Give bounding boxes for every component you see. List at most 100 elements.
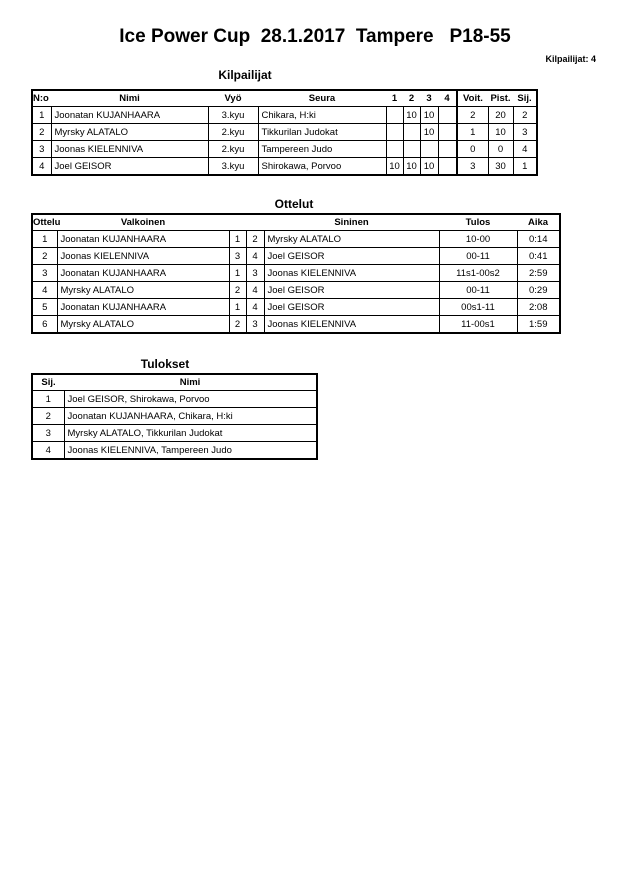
table-cell: 3 (31, 424, 65, 442)
table-cell: Joonas KIELENNIVA, Tampereen Judo (63, 441, 318, 460)
table-cell (437, 157, 458, 176)
table-cell: 10 (402, 106, 421, 124)
table-cell: Joonatan KUJANHAARA (56, 264, 230, 282)
column-header: Vyö (224, 93, 242, 104)
table-cell: 3 (245, 264, 265, 282)
table-cell: 4 (245, 247, 265, 265)
table-cell: 1 (456, 123, 489, 141)
table-cell: 1:59 (516, 315, 561, 334)
table-cell: 10 (419, 106, 439, 124)
table-cell: Joonas KIELENNIVA (56, 247, 230, 265)
table-cell: 2.kyu (207, 123, 259, 141)
column-header: 1 (391, 93, 398, 104)
table-cell: 4 (31, 157, 52, 176)
column-header: Pist. (490, 93, 511, 104)
page-title: Ice Power Cup 28.1.2017 Tampere P18-55 (119, 26, 511, 47)
table-row: 2 Myrsky ALATALO 2.kyu Tikkurilan Judokat 10… (31, 123, 538, 141)
column-header: Nimi (119, 93, 140, 104)
table-cell: 00-11 (438, 247, 518, 265)
table-cell: 2 (456, 106, 489, 124)
table-cell: 1 (228, 230, 247, 248)
table-cell: Myrsky ALATALO (56, 281, 230, 299)
table-cell: 4 (245, 281, 265, 299)
table-cell: 00s1-11 (438, 298, 518, 316)
table-cell (437, 106, 458, 124)
table-cell: Joonatan KUJANHAARA (50, 106, 209, 124)
table-cell: 0:14 (516, 230, 561, 248)
table-cell (437, 140, 458, 158)
table-cell: 1 (512, 157, 538, 176)
table-cell: 6 (31, 315, 58, 334)
table-cell: Myrsky ALATALO, Tikkurilan Judokat (63, 424, 318, 442)
table-cell: 10 (419, 123, 439, 141)
table-cell: 3 (31, 140, 52, 158)
table-cell (402, 140, 421, 158)
table-row: 5 Joonatan KUJANHAARA 1 4 Joel GEISOR 00s1-11… (31, 298, 561, 316)
table-cell: Joonas KIELENNIVA (263, 315, 440, 334)
table-cell: 2 (228, 281, 247, 299)
table-cell (385, 123, 404, 141)
table-cell: 1 (228, 298, 247, 316)
table-cell (402, 123, 421, 141)
table-cell: 2.kyu (207, 140, 259, 158)
column-header (229, 214, 246, 231)
table-cell: Joonas KIELENNIVA (50, 140, 209, 158)
table-cell: 3.kyu (207, 157, 259, 176)
column-header: Sij. (517, 93, 532, 104)
table-cell: 1 (31, 230, 58, 248)
table-cell: 20 (487, 106, 514, 124)
table-row: 1 Joonatan KUJANHAARA 1 2 Myrsky ALATALO 10-0… (31, 230, 561, 248)
table-cell: 0:29 (516, 281, 561, 299)
table-row: 3 Joonatan KUJANHAARA 1 3 Joonas KIELENNIVA 1… (31, 264, 561, 282)
table-cell: Myrsky ALATALO (50, 123, 209, 141)
table-cell: 10 (487, 123, 514, 141)
table-cell: Joel GEISOR (263, 281, 440, 299)
table-cell: 10 (402, 157, 421, 176)
table-cell: 2 (31, 407, 65, 425)
table-cell: Joel GEISOR (263, 298, 440, 316)
table-cell: Myrsky ALATALO (263, 230, 440, 248)
column-header (246, 214, 264, 231)
table-cell: 2:08 (516, 298, 561, 316)
table-row: 4 Myrsky ALATALO 2 4 Joel GEISOR 00-11 0:29 (31, 281, 561, 299)
table-cell: 4 (31, 281, 58, 299)
table-cell: 0 (487, 140, 514, 158)
table-cell: Joonatan KUJANHAARA, Chikara, H:ki (63, 407, 318, 425)
table-cell: 4 (512, 140, 538, 158)
results-heading: Tulokset (140, 357, 190, 371)
table-cell: 2 (31, 247, 58, 265)
table-cell: Shirokawa, Porvoo (257, 157, 387, 176)
column-header: Voit. (456, 90, 488, 107)
competitor-count: Kilpailijat: 4 (545, 54, 596, 64)
table-row: 3 Myrsky ALATALO, Tikkurilan Judokat (31, 424, 318, 442)
competitors-table: N:o Nimi Vyö Seura 1 2 3 4 Voit. Pist. Sij. 1 Joonat… (31, 89, 538, 176)
table-cell: Tampereen Judo (257, 140, 387, 158)
table-cell: 1 (228, 264, 247, 282)
table-cell: 2 (31, 123, 52, 141)
table-cell: Joel GEISOR (50, 157, 209, 176)
table-cell (385, 140, 404, 158)
table-cell: 3 (456, 157, 489, 176)
table-cell: 2:59 (516, 264, 561, 282)
table-cell: 3.kyu (207, 106, 259, 124)
column-header: 4 (444, 93, 450, 104)
matches-heading: Ottelut (274, 197, 314, 211)
table-cell: Joonatan KUJANHAARA (56, 230, 230, 248)
table-cell: 2 (228, 315, 247, 334)
table-cell: 0:41 (516, 247, 561, 265)
column-header: Nimi (179, 377, 201, 388)
table-cell: Joonatan KUJANHAARA (56, 298, 230, 316)
table-cell: Myrsky ALATALO (56, 315, 230, 334)
column-header: Aika (527, 217, 549, 228)
column-header: Valkoinen (120, 217, 166, 228)
table-cell: 1 (31, 106, 52, 124)
table-row: 2 Joonatan KUJANHAARA, Chikara, H:ki (31, 407, 318, 425)
table-cell (419, 140, 439, 158)
table-cell: 11-00s1 (438, 315, 518, 334)
table-cell: 3 (228, 247, 247, 265)
table-cell: 11s1-00s2 (438, 264, 518, 282)
table-row: 6 Myrsky ALATALO 2 3 Joonas KIELENNIVA 11-00s… (31, 315, 561, 334)
table-cell: 4 (245, 298, 265, 316)
table-cell (437, 123, 458, 141)
